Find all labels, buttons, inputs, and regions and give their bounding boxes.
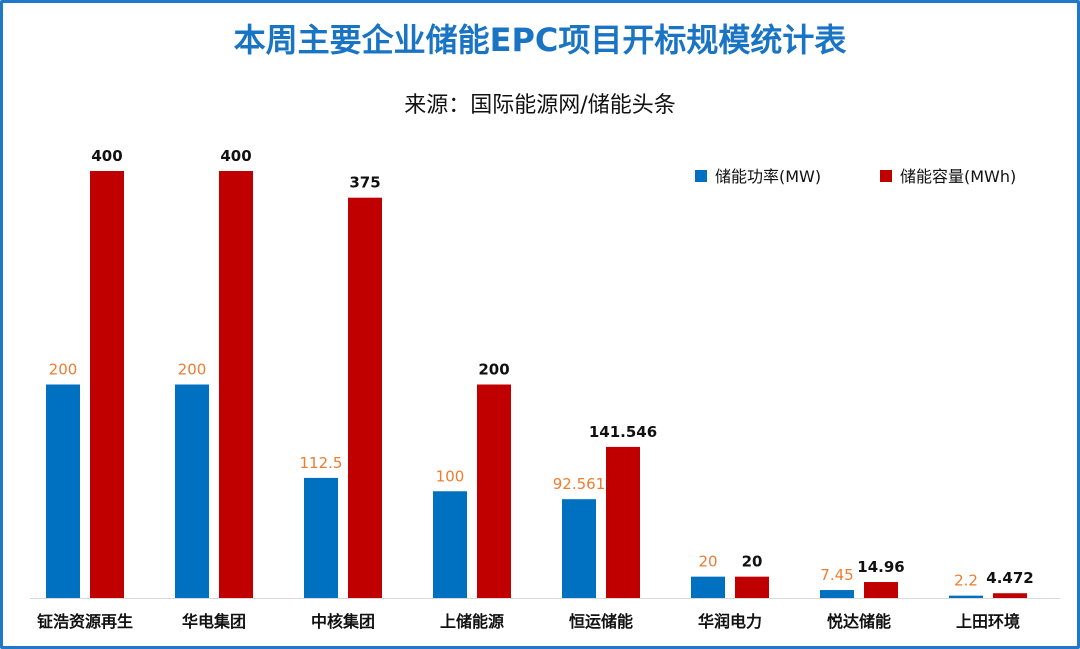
bar-power — [949, 595, 983, 598]
chart-subtitle: 来源：国际能源网/储能头条 — [404, 93, 676, 118]
data-label: 7.45 — [820, 566, 853, 584]
data-label: 4.472 — [986, 569, 1033, 587]
category-label: 华电集团 — [182, 612, 246, 631]
category-label: 上储能源 — [440, 612, 504, 631]
data-label: 92.561 — [553, 475, 606, 493]
legend-label: 储能容量(MWh) — [900, 167, 1016, 186]
data-label: 400 — [220, 147, 251, 165]
data-label: 141.546 — [589, 423, 657, 441]
category-label: 华润电力 — [698, 612, 762, 631]
data-label: 200 — [478, 361, 509, 379]
data-label: 112.5 — [300, 454, 343, 472]
data-label: 14.96 — [857, 558, 904, 576]
bar-power — [820, 590, 854, 598]
bar-capacity — [348, 197, 382, 598]
bar-capacity — [864, 582, 898, 598]
bar-chart: 200 400 钲浩资源再生 200 400 华电集团 112.5 375 中核集团 100 200… — [30, 147, 1060, 631]
data-label: 200 — [178, 361, 207, 379]
category-label: 悦达储能 — [827, 612, 891, 631]
bar-capacity — [477, 384, 511, 598]
category-label: 恒运储能 — [569, 612, 633, 631]
legend-swatch — [880, 170, 892, 182]
bar-power — [433, 491, 467, 598]
chart-title: 本周主要企业储能EPC项目开标规模统计表 — [233, 21, 847, 59]
category-label: 中核集团 — [311, 612, 375, 631]
data-label: 200 — [49, 361, 78, 379]
category-label: 钲浩资源再生 — [37, 612, 133, 631]
data-label: 100 — [436, 467, 465, 485]
data-label: 20 — [742, 553, 763, 571]
data-label: 2.2 — [954, 572, 978, 590]
bar-power — [691, 576, 725, 598]
bar-power — [304, 477, 338, 598]
bar-power — [562, 499, 596, 598]
bar-capacity — [219, 171, 253, 598]
bar-capacity — [606, 446, 640, 598]
data-label: 400 — [91, 147, 122, 165]
bar-capacity — [735, 576, 769, 598]
bar-capacity — [90, 171, 124, 598]
legend-label: 储能功率(MW) — [715, 167, 821, 186]
data-label: 375 — [349, 174, 380, 192]
bar-capacity — [993, 593, 1027, 598]
data-label: 20 — [698, 553, 717, 571]
bar-power — [46, 384, 80, 598]
bar-power — [175, 384, 209, 598]
category-label: 上田环境 — [956, 612, 1020, 631]
legend-swatch — [695, 170, 707, 182]
